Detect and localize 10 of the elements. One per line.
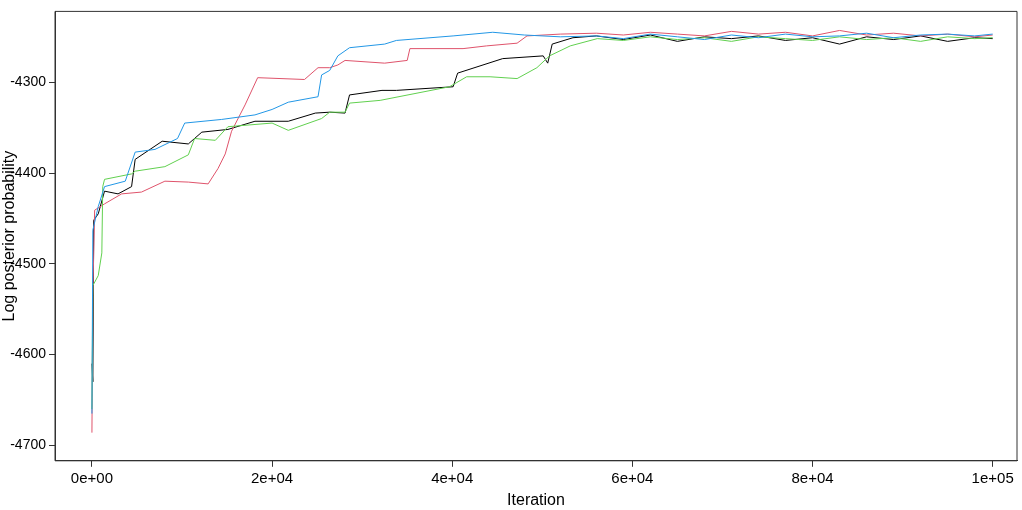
- x-tick-label: 4e+04: [431, 468, 474, 486]
- x-tick-label: 6e+04: [611, 468, 654, 486]
- y-tick-label: -4300: [10, 73, 47, 90]
- y-tick-label: -4700: [10, 436, 47, 453]
- x-tick-label: 8e+04: [791, 468, 834, 486]
- x-tick-label: 1e+05: [971, 468, 1014, 486]
- x-axis-title: Iteration: [507, 490, 565, 508]
- x-tick-label: 0e+00: [70, 468, 113, 486]
- x-tick-label: 2e+04: [251, 468, 294, 486]
- y-tick-label: -4600: [10, 345, 47, 362]
